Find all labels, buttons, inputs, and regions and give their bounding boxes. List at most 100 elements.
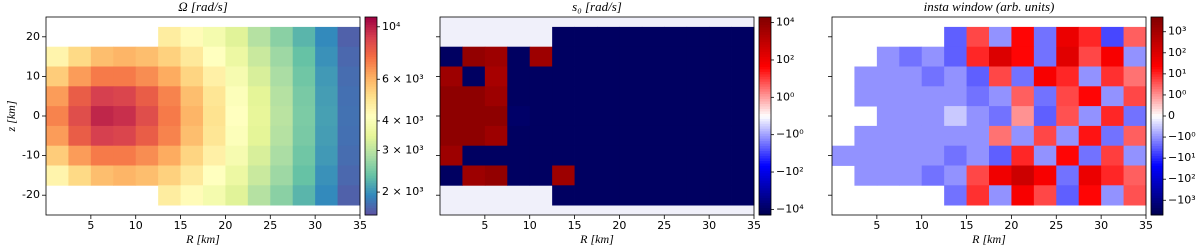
colorbar-segment bbox=[1151, 44, 1163, 48]
colorbar-tick-label: −10³ bbox=[1168, 193, 1196, 206]
heatmap-cell bbox=[337, 125, 361, 147]
heatmap-cell bbox=[876, 165, 900, 186]
colorbar-segment bbox=[759, 210, 771, 213]
heatmap-cell bbox=[921, 86, 945, 107]
colorbar-segment bbox=[759, 190, 771, 194]
colorbar-segment bbox=[1151, 83, 1163, 87]
heatmap-cell bbox=[337, 106, 361, 127]
colorbar-segment bbox=[1151, 138, 1163, 142]
heatmap-cell bbox=[641, 165, 665, 186]
heatmap-cell bbox=[315, 145, 338, 166]
heatmap-cell bbox=[597, 86, 620, 107]
colorbar-segment bbox=[1151, 91, 1163, 95]
heatmap-cell bbox=[292, 26, 316, 48]
colorbar-segment bbox=[759, 163, 771, 166]
colorbar-segment bbox=[365, 185, 377, 189]
heatmap-cell bbox=[664, 26, 688, 48]
heatmap-cell bbox=[529, 106, 553, 127]
heatmap-cell bbox=[1101, 46, 1124, 67]
colorbar-segment bbox=[759, 24, 771, 28]
heatmap-cell bbox=[597, 66, 620, 87]
heatmap-cell bbox=[315, 66, 338, 87]
heatmap-cell bbox=[989, 145, 1012, 166]
heatmap-cell bbox=[292, 185, 316, 206]
heatmap-cell bbox=[876, 66, 900, 87]
heatmap-cell bbox=[440, 46, 463, 67]
heatmap-cell bbox=[574, 185, 598, 206]
colorbar-segment bbox=[1151, 140, 1163, 144]
colorbar-segment bbox=[365, 39, 377, 43]
heatmap-cell bbox=[484, 165, 508, 186]
heatmap-cell bbox=[292, 86, 316, 107]
heatmap-cell bbox=[1011, 185, 1035, 206]
x-tick-label: 15 bbox=[174, 219, 188, 232]
colorbar-segment bbox=[1151, 111, 1163, 114]
heatmap-cell bbox=[597, 185, 620, 206]
heatmap-cell bbox=[247, 66, 271, 87]
colorbar-segment bbox=[1151, 19, 1163, 23]
heatmap-cell bbox=[574, 165, 598, 186]
colorbar-segment bbox=[365, 145, 377, 149]
colorbar-segment bbox=[1151, 128, 1163, 132]
colorbar-segment bbox=[365, 51, 377, 55]
colorbar-segment bbox=[1151, 59, 1163, 62]
colorbar-segment bbox=[1151, 17, 1163, 20]
colorbar-segment bbox=[1151, 86, 1163, 90]
heatmap-cell bbox=[944, 185, 967, 206]
colorbar-segment bbox=[1151, 61, 1163, 65]
colorbar-segment bbox=[365, 135, 377, 139]
colorbar-segment bbox=[1151, 190, 1163, 194]
heatmap-cell bbox=[68, 125, 92, 147]
heatmap-cell bbox=[440, 125, 463, 147]
colorbar-segment bbox=[365, 163, 377, 166]
colorbar-segment bbox=[759, 98, 771, 102]
heatmap-cell bbox=[1056, 165, 1080, 186]
colorbar-segment bbox=[1151, 46, 1163, 50]
heatmap-cell bbox=[731, 185, 755, 206]
x-axis-label: R [km] bbox=[185, 232, 220, 246]
colorbar-segment bbox=[759, 197, 771, 201]
colorbar-segment bbox=[1151, 163, 1163, 166]
heatmap-cell bbox=[1056, 145, 1080, 166]
colorbar-segment bbox=[759, 76, 771, 80]
heatmap-cell bbox=[731, 165, 755, 186]
heatmap-cell bbox=[899, 145, 923, 166]
colorbar-segment bbox=[365, 29, 377, 33]
heatmap-cell bbox=[462, 66, 486, 87]
colorbar-segment bbox=[759, 187, 771, 191]
colorbar-segment bbox=[365, 91, 377, 95]
colorbar-segment bbox=[759, 207, 771, 211]
colorbar-segment bbox=[365, 59, 377, 62]
colorbar-segment bbox=[1151, 49, 1163, 53]
colorbar-segment bbox=[759, 111, 771, 114]
colorbar-segment bbox=[759, 153, 771, 156]
colorbar-segment bbox=[365, 66, 377, 70]
heatmap-cell bbox=[989, 185, 1012, 206]
heatmap-cell bbox=[664, 86, 688, 107]
heatmap-cell bbox=[989, 66, 1012, 87]
heatmap-cell bbox=[1033, 86, 1057, 107]
colorbar-segment bbox=[759, 170, 771, 174]
colorbar-segment bbox=[365, 118, 377, 122]
heatmap-cell bbox=[529, 46, 553, 67]
heatmap-cell bbox=[180, 106, 204, 127]
colorbar-segment bbox=[365, 165, 377, 169]
colorbar-segment bbox=[365, 111, 377, 114]
colorbar-segment bbox=[1151, 78, 1163, 82]
heatmap-cell bbox=[270, 86, 294, 107]
heatmap-cell bbox=[731, 106, 755, 127]
colorbar-frame bbox=[364, 16, 378, 216]
heatmap-cell bbox=[158, 46, 181, 67]
heatmap-cell bbox=[440, 66, 463, 87]
heatmap-cell bbox=[709, 46, 732, 67]
heatmap-cell bbox=[966, 106, 990, 127]
heatmap-cell bbox=[292, 145, 316, 166]
heatmap-cell bbox=[552, 145, 575, 166]
heatmap-cell bbox=[270, 125, 294, 147]
heatmap-cell bbox=[292, 165, 316, 186]
x-tick-label: 25 bbox=[1049, 219, 1063, 232]
heatmap-cell bbox=[1033, 125, 1057, 147]
colorbar-segment bbox=[365, 78, 377, 82]
heatmap-cell bbox=[1033, 145, 1057, 166]
heatmap-cell bbox=[1033, 66, 1057, 87]
